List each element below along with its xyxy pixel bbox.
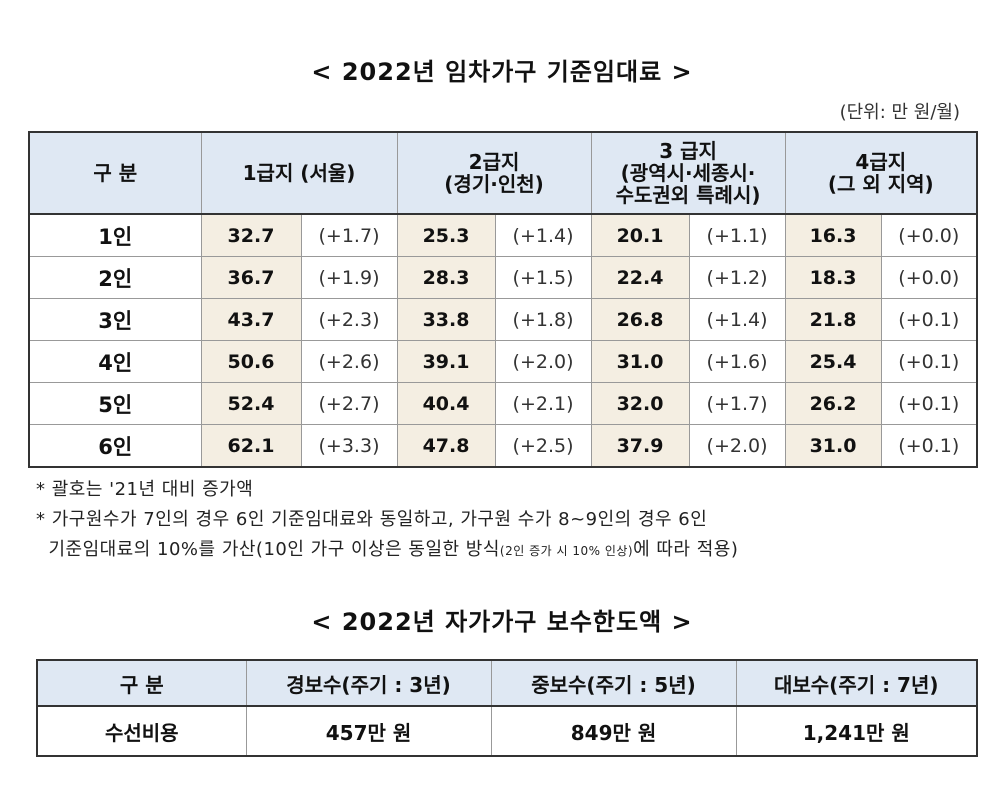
increase: (+1.7) <box>688 382 786 425</box>
rent-value: 25.3 <box>396 213 496 257</box>
header-text: (그 외 지역) <box>827 172 934 196</box>
increase: (+1.5) <box>494 256 592 299</box>
rent-value: 39.1 <box>396 340 496 383</box>
header-text: (경기·인천) <box>444 172 544 196</box>
rent-value: 28.3 <box>396 256 496 299</box>
header-text: 2급지 <box>468 150 520 174</box>
header-text: 3 급지 <box>659 139 717 163</box>
header-cell: 중보수(주기 : 5년) <box>490 659 737 707</box>
increase: (+0.0) <box>880 256 978 299</box>
header-cell: 3 급지 (광역시·세종시· 수도권외 특례시) <box>590 131 786 215</box>
rent-value: 32.7 <box>200 213 302 257</box>
header-cell: 구 분 <box>36 659 247 707</box>
rent-table: 구 분 1급지 (서울) 2급지 (경기·인천) 3 급지 (광역시·세종시· 수도권외 특… <box>28 131 979 468</box>
note-line: 기준임대료의 10%를 가산(10인 가구 이상은 동일한 방식(2인 증가 시… <box>36 535 738 561</box>
increase: (+2.5) <box>494 424 592 468</box>
header-cell: 경보수(주기 : 3년) <box>245 659 492 707</box>
increase: (+0.1) <box>880 424 978 468</box>
note-text: * 가구원수가 7인의 경우 6인 기준임대료와 동일하고, 가구원 수가 8~… <box>36 509 708 530</box>
header-row: 구 분 1급지 (서울) 2급지 (경기·인천) 3 급지 (광역시·세종시· 수도권외 특… <box>28 131 978 215</box>
note-line: * 괄호는 '21년 대비 증가액 <box>36 475 253 501</box>
repair-cost: 849만 원 <box>490 705 737 757</box>
row-label: 6인 <box>28 424 202 468</box>
increase: (+3.3) <box>300 424 398 468</box>
rent-value: 26.8 <box>590 298 690 341</box>
row-label: 2인 <box>28 256 202 299</box>
rent-value: 26.2 <box>784 382 882 425</box>
unit-label: (단위: 만 원/월) <box>839 102 960 123</box>
row-label: 3인 <box>28 298 202 341</box>
increase: (+2.0) <box>494 340 592 383</box>
rent-value: 32.0 <box>590 382 690 425</box>
header-cell: 1급지 (서울) <box>200 131 398 215</box>
rent-value: 62.1 <box>200 424 302 468</box>
data-row: 6인 62.1 (+3.3) 47.8 (+2.5) 37.9 (+2.0) 31.0 (+0.… <box>28 424 978 468</box>
row-label: 5인 <box>28 382 202 425</box>
header-row: 구 분 경보수(주기 : 3년) 중보수(주기 : 5년) 대보수(주기 : 7년) <box>36 659 978 707</box>
increase: (+0.1) <box>880 382 978 425</box>
header-text: 수도권외 특례시) <box>615 183 761 207</box>
repair-cost: 1,241만 원 <box>735 705 978 757</box>
note-text: * 괄호는 '21년 대비 증가액 <box>36 479 254 500</box>
increase: (+2.7) <box>300 382 398 425</box>
title: < 2022년 임차가구 기준임대료 > <box>311 58 693 86</box>
increase: (+1.6) <box>688 340 786 383</box>
rent-value: 31.0 <box>590 340 690 383</box>
header-cell: 구 분 <box>28 131 202 215</box>
rent-value: 16.3 <box>784 213 882 257</box>
header-text: (광역시·세종시· <box>620 161 756 185</box>
rent-value: 47.8 <box>396 424 496 468</box>
row-label: 4인 <box>28 340 202 383</box>
title: < 2022년 자가가구 보수한도액 > <box>311 608 693 636</box>
rent-value: 22.4 <box>590 256 690 299</box>
data-row: 1인 32.7 (+1.7) 25.3 (+1.4) 20.1 (+1.1) 16.3 (+0.… <box>28 213 978 257</box>
rent-value: 25.4 <box>784 340 882 383</box>
rent-value: 37.9 <box>590 424 690 468</box>
note-text: 기준임대료의 10%를 가산(10인 가구 이상은 동일한 방식 <box>36 539 500 560</box>
header-cell: 대보수(주기 : 7년) <box>735 659 978 707</box>
increase: (+1.2) <box>688 256 786 299</box>
increase: (+2.1) <box>494 382 592 425</box>
increase: (+2.3) <box>300 298 398 341</box>
note-line: * 가구원수가 7인의 경우 6인 기준임대료와 동일하고, 가구원 수가 8~… <box>36 505 707 531</box>
header-cell: 4급지 (그 외 지역) <box>784 131 978 215</box>
increase: (+0.0) <box>880 213 978 257</box>
increase: (+2.6) <box>300 340 398 383</box>
repair-table: 구 분 경보수(주기 : 3년) 중보수(주기 : 5년) 대보수(주기 : 7년) 수… <box>36 659 978 757</box>
data-row: 4인 50.6 (+2.6) 39.1 (+2.0) 31.0 (+1.6) 25.4 (+0.… <box>28 340 978 383</box>
rent-value: 33.8 <box>396 298 496 341</box>
rent-value: 36.7 <box>200 256 302 299</box>
header-text: 구 분 <box>93 161 138 185</box>
increase: (+1.4) <box>494 213 592 257</box>
rent-value: 21.8 <box>784 298 882 341</box>
increase: (+1.4) <box>688 298 786 341</box>
increase: (+1.9) <box>300 256 398 299</box>
header-text: 4급지 <box>855 150 907 174</box>
header-cell: 2급지 (경기·인천) <box>396 131 592 215</box>
increase: (+2.0) <box>688 424 786 468</box>
row-label: 수선비용 <box>36 705 247 757</box>
increase: (+1.1) <box>688 213 786 257</box>
rent-value: 40.4 <box>396 382 496 425</box>
rent-value: 20.1 <box>590 213 690 257</box>
header-text: 1급지 (서울) <box>242 161 356 185</box>
data-row: 2인 36.7 (+1.9) 28.3 (+1.5) 22.4 (+1.2) 18.3 (+0.… <box>28 256 978 299</box>
rent-value: 52.4 <box>200 382 302 425</box>
increase: (+0.1) <box>880 340 978 383</box>
rent-value: 50.6 <box>200 340 302 383</box>
increase: (+1.8) <box>494 298 592 341</box>
data-row: 수선비용 457만 원 849만 원 1,241만 원 <box>36 705 978 757</box>
rent-value: 31.0 <box>784 424 882 468</box>
rent-value: 43.7 <box>200 298 302 341</box>
data-row: 3인 43.7 (+2.3) 33.8 (+1.8) 26.8 (+1.4) 21.8 (+0.… <box>28 298 978 341</box>
note-text: 에 따라 적용) <box>633 539 739 560</box>
note-text: (2인 증가 시 10% 인상) <box>499 544 634 558</box>
increase: (+0.1) <box>880 298 978 341</box>
data-row: 5인 52.4 (+2.7) 40.4 (+2.1) 32.0 (+1.7) 26.2 (+0.… <box>28 382 978 425</box>
rent-value: 18.3 <box>784 256 882 299</box>
increase: (+1.7) <box>300 213 398 257</box>
repair-cost: 457만 원 <box>245 705 492 757</box>
row-label: 1인 <box>28 213 202 257</box>
